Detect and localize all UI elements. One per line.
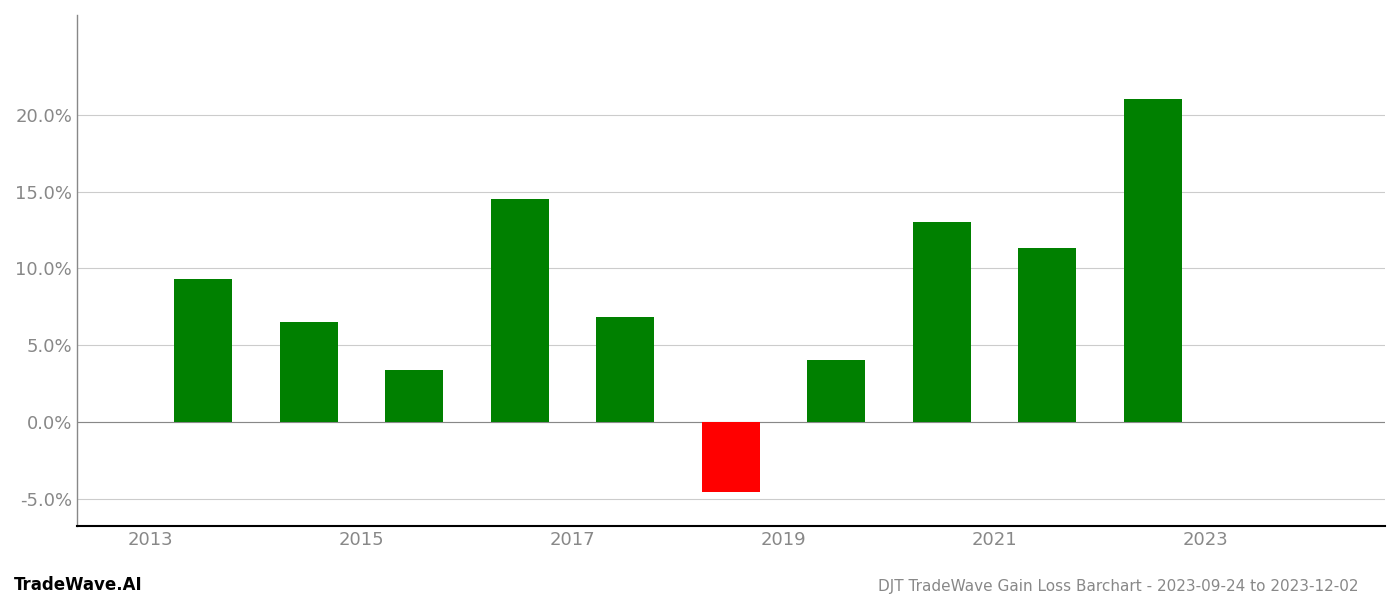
- Bar: [596, 317, 654, 422]
- Text: DJT TradeWave Gain Loss Barchart - 2023-09-24 to 2023-12-02: DJT TradeWave Gain Loss Barchart - 2023-…: [878, 579, 1358, 594]
- Bar: [808, 361, 865, 422]
- Bar: [175, 279, 232, 422]
- Bar: [491, 199, 549, 422]
- Bar: [1124, 100, 1182, 422]
- Text: TradeWave.AI: TradeWave.AI: [14, 576, 143, 594]
- Bar: [1018, 248, 1077, 422]
- Bar: [701, 422, 760, 493]
- Bar: [913, 222, 972, 422]
- Bar: [385, 370, 444, 422]
- Bar: [280, 322, 337, 422]
